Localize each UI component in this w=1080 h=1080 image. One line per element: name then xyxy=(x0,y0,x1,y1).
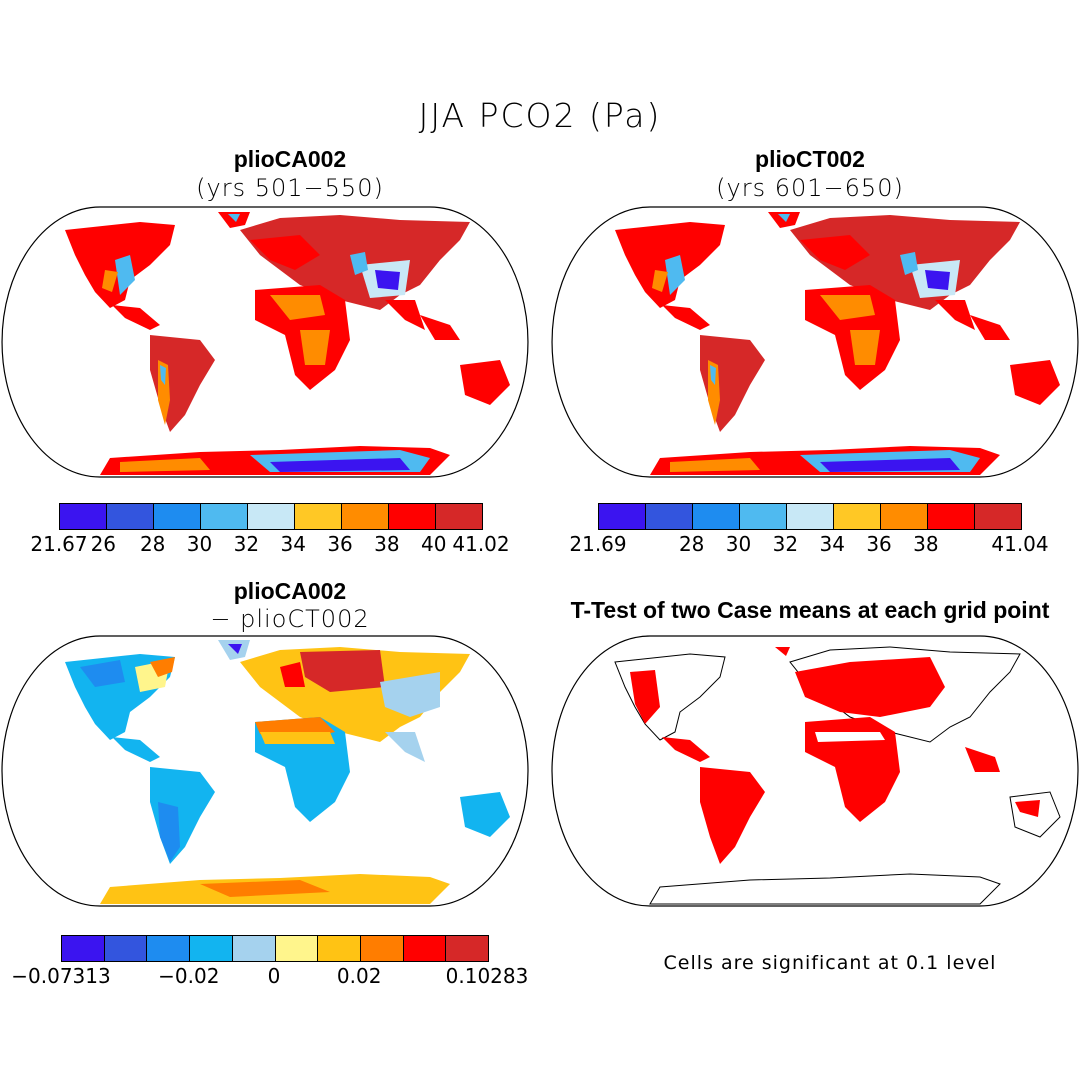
colorbar-tick-label: 0.10283 xyxy=(445,964,529,988)
colorbar-tick-label: 32 xyxy=(233,532,260,556)
panel-c-map xyxy=(1,635,529,907)
colorbar-swatch xyxy=(248,504,295,529)
colorbar-tick-label: 30 xyxy=(725,532,752,556)
panel-b-land xyxy=(615,212,1060,475)
colorbar-tick-label: 34 xyxy=(819,532,845,556)
colorbar-tick-label: 28 xyxy=(678,532,705,556)
panel-b-map xyxy=(551,206,1079,478)
panel-a-map xyxy=(1,206,529,478)
panel-d-land xyxy=(614,646,1061,905)
panel-a-title: plioCA002 xyxy=(233,146,347,172)
colorbar-tick-label: 36 xyxy=(327,532,353,556)
panel-c-colorbar xyxy=(61,935,489,962)
colorbar-tick-label: 21.69 xyxy=(569,532,627,556)
colorbar-swatch xyxy=(646,504,693,529)
colorbar-swatch xyxy=(389,504,436,529)
colorbar-tick-label: 0 xyxy=(267,964,281,988)
colorbar-swatch xyxy=(60,504,107,529)
significance-note: Cells are significant at 0.1 level xyxy=(663,952,997,974)
colorbar-swatch xyxy=(446,936,489,961)
colorbar-swatch xyxy=(881,504,928,529)
panel-a-land xyxy=(65,212,510,475)
colorbar-tick-label: −0.07313 xyxy=(11,964,111,988)
panel-b-title: plioCT002 xyxy=(755,146,865,172)
colorbar-tick-label: 36 xyxy=(866,532,892,556)
colorbar-swatch xyxy=(740,504,787,529)
colorbar-tick-label: 41.04 xyxy=(991,532,1049,556)
panel-d-map xyxy=(551,635,1079,907)
colorbar-tick-label: 32 xyxy=(772,532,799,556)
colorbar-tick-label: 40 xyxy=(421,532,447,556)
colorbar-tick-label: 0.02 xyxy=(336,964,382,988)
colorbar-swatch xyxy=(232,936,276,961)
colorbar-swatch xyxy=(154,504,201,529)
colorbar-tick-label: 34 xyxy=(280,532,306,556)
colorbar-swatch xyxy=(928,504,975,529)
panel-c-land xyxy=(65,640,510,904)
colorbar-swatch xyxy=(147,936,191,961)
colorbar-swatch xyxy=(342,504,389,529)
colorbar-swatch xyxy=(190,936,233,961)
panel-b-colorbar xyxy=(598,503,1022,530)
colorbar-swatch xyxy=(295,504,342,529)
colorbar-swatch xyxy=(62,936,105,961)
colorbar-swatch xyxy=(834,504,881,529)
colorbar-swatch xyxy=(693,504,740,529)
panel-a-subtitle: (yrs 501−550) xyxy=(196,174,384,202)
colorbar-swatch xyxy=(436,504,482,529)
colorbar-tick-label: 38 xyxy=(374,532,400,556)
colorbar-swatch xyxy=(403,936,447,961)
colorbar-swatch xyxy=(107,504,154,529)
colorbar-swatch xyxy=(975,504,1021,529)
panel-a-colorbar-ticks: 21.67 26 28 30 32 34 36 38 40 41.02 xyxy=(30,532,509,562)
colorbar-swatch xyxy=(201,504,248,529)
colorbar-swatch xyxy=(599,504,646,529)
colorbar-swatch xyxy=(318,936,361,961)
panel-b-subtitle: (yrs 601−650) xyxy=(716,174,904,202)
colorbar-tick-label: 21.67 xyxy=(30,532,88,556)
colorbar-tick-label: 41.02 xyxy=(452,532,510,556)
figure-title: JJA PCO2 (Pa) xyxy=(418,96,662,135)
colorbar-tick-label: 30 xyxy=(186,532,213,556)
colorbar-tick-label: 38 xyxy=(913,532,939,556)
panel-b-colorbar-ticks: 21.69 28 30 32 34 36 38 41.04 xyxy=(569,532,1048,562)
panel-d-title: T-Test of two Case means at each grid po… xyxy=(570,597,1050,623)
colorbar-swatch xyxy=(104,936,148,961)
colorbar-tick-label: −0.02 xyxy=(158,964,220,988)
panel-c-colorbar-ticks: −0.07313 −0.02 0 0.02 0.10283 xyxy=(11,964,528,994)
panel-c-title: plioCA002 xyxy=(233,578,347,604)
colorbar-swatch xyxy=(787,504,834,529)
colorbar-swatch xyxy=(275,936,319,961)
panel-c-subtitle: − plioCT002 xyxy=(210,605,370,633)
panel-a-colorbar xyxy=(59,503,483,530)
colorbar-swatch xyxy=(360,936,404,961)
colorbar-tick-label: 28 xyxy=(139,532,166,556)
colorbar-tick-label: 26 xyxy=(90,532,117,556)
